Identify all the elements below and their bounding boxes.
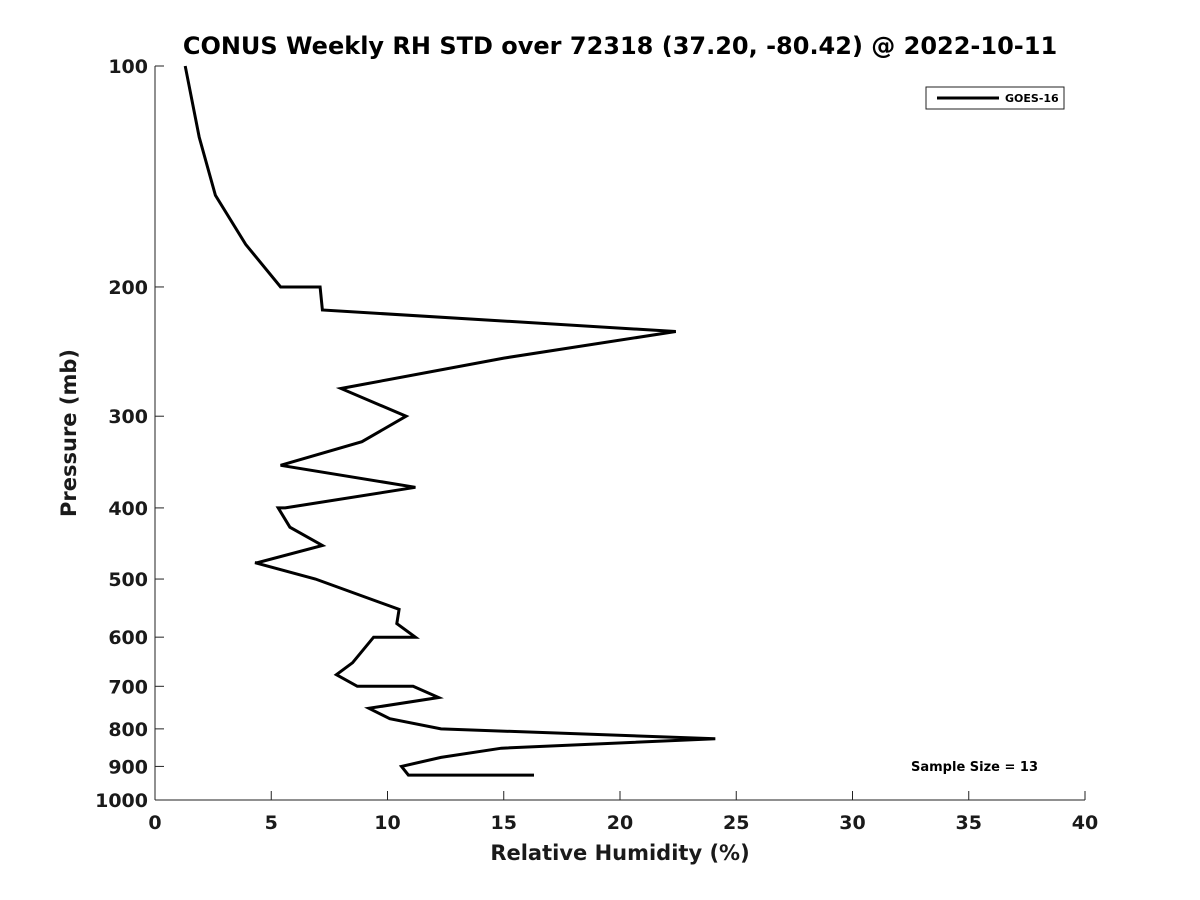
series-layer [183, 65, 716, 777]
y-ticks: 100 200 300 400 500 600 700 800 900 1000 [95, 56, 164, 812]
y-tick-label: 700 [108, 676, 148, 698]
x-tick-label: 20 [607, 812, 633, 834]
x-tick-label: 30 [839, 812, 865, 834]
y-tick-label: 900 [108, 756, 148, 778]
x-tick-label: 0 [148, 812, 161, 834]
y-tick-label: 200 [108, 277, 148, 299]
x-tick-label: 10 [374, 812, 400, 834]
y-tick-label: 800 [108, 719, 148, 741]
x-tick-label: 35 [956, 812, 982, 834]
x-tick-label: 5 [265, 812, 278, 834]
x-axis-label: Relative Humidity (%) [490, 841, 749, 865]
y-tick-label: 600 [108, 627, 148, 649]
sample-size-annotation: Sample Size = 13 [911, 760, 1038, 775]
y-tick-label: 1000 [95, 790, 148, 812]
y-tick-label: 300 [108, 406, 148, 428]
series-line-goes-16 [183, 65, 716, 777]
legend: GOES-16 [925, 86, 1065, 110]
chart-title: CONUS Weekly RH STD over 72318 (37.20, -… [183, 32, 1057, 60]
legend-label-goes-16: GOES-16 [1005, 92, 1059, 105]
x-ticks: 0 5 10 15 20 25 30 35 40 [148, 791, 1098, 834]
x-tick-label: 25 [723, 812, 749, 834]
y-axis-label: Pressure (mb) [57, 349, 81, 517]
y-tick-label: 100 [108, 56, 148, 78]
x-tick-label: 40 [1072, 812, 1098, 834]
y-tick-label: 500 [108, 569, 148, 591]
y-tick-label: 400 [108, 498, 148, 520]
x-tick-label: 15 [491, 812, 517, 834]
